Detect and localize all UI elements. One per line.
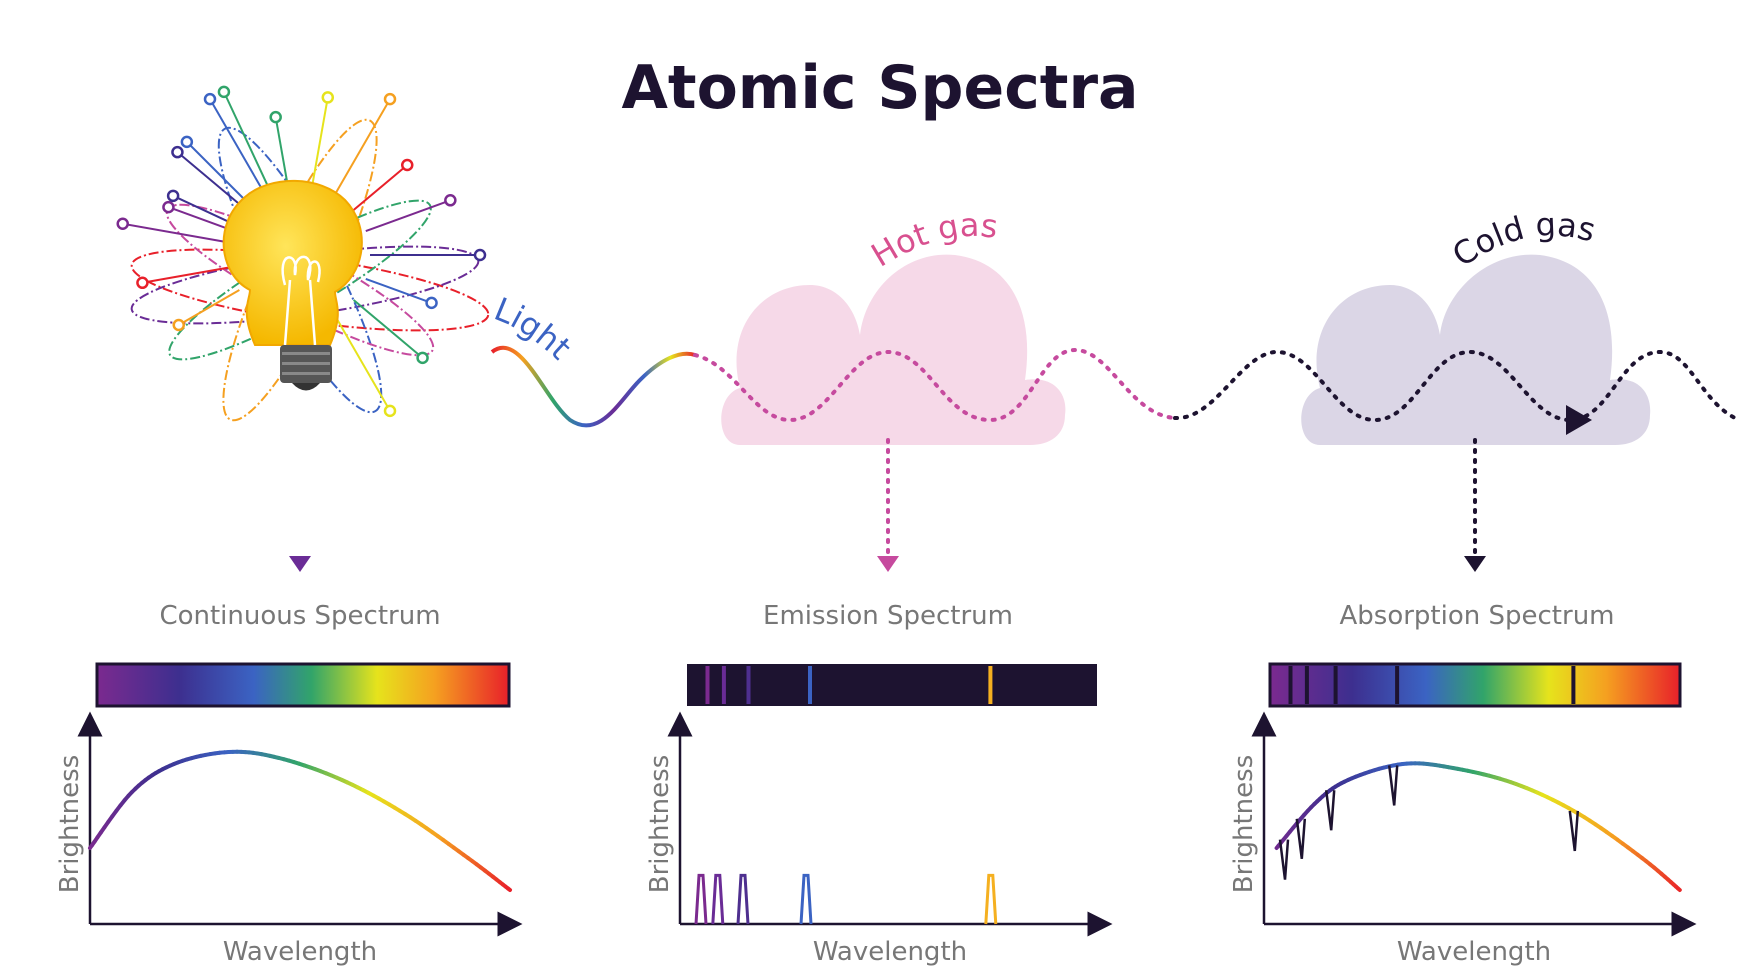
curve-segment bbox=[1676, 886, 1682, 892]
ray-particle bbox=[383, 92, 397, 106]
absorption-bar-line bbox=[1288, 666, 1293, 704]
emission-bar-line bbox=[988, 666, 993, 704]
emission-peak bbox=[711, 873, 725, 925]
light-bulb-illustration bbox=[116, 85, 490, 422]
hot-gas-cloud bbox=[721, 254, 1066, 445]
light-ray bbox=[142, 266, 232, 284]
x-axis-label: Wavelength bbox=[813, 937, 967, 967]
light-ray bbox=[172, 194, 237, 227]
page-title: Atomic Spectra bbox=[621, 53, 1138, 123]
y-axis-label: Brightness bbox=[55, 755, 85, 894]
emission-peak bbox=[984, 873, 998, 925]
absorption-dip bbox=[1278, 839, 1290, 880]
light-ray bbox=[122, 222, 232, 244]
absorption-bar-line bbox=[1571, 666, 1576, 704]
emission-bar-line bbox=[746, 666, 751, 704]
ray-particle bbox=[136, 276, 149, 290]
ray-particle bbox=[162, 200, 175, 214]
light-ray bbox=[176, 151, 248, 211]
emission-spectrum-bar bbox=[687, 664, 1097, 706]
ray-particle bbox=[400, 158, 414, 172]
emission-spectrum-label: Emission Spectrum bbox=[763, 601, 1013, 631]
light-ray bbox=[365, 199, 451, 232]
emitted-wave-dotted bbox=[693, 347, 1177, 423]
light-rays bbox=[116, 85, 487, 418]
light-ray bbox=[274, 116, 289, 187]
light-ray bbox=[209, 98, 266, 195]
absorption-spectrum-label: Absorption Spectrum bbox=[1340, 601, 1615, 631]
cold-gas-cloud bbox=[1301, 254, 1651, 445]
ray-particle bbox=[269, 110, 282, 124]
continuous-spectrum-label: Continuous Spectrum bbox=[159, 601, 440, 631]
continuous-chart: Wavelength Brightness bbox=[55, 711, 523, 967]
y-axis-label: Brightness bbox=[1229, 755, 1259, 894]
ray-particle bbox=[171, 145, 184, 159]
ray-particle bbox=[172, 318, 186, 332]
ray-particle bbox=[473, 248, 487, 262]
absorption-dip bbox=[1295, 818, 1307, 859]
bulb-filament bbox=[281, 255, 321, 346]
light-ray bbox=[352, 164, 408, 211]
absorption-dip bbox=[1568, 810, 1580, 852]
absorption-bar-line bbox=[1395, 666, 1400, 704]
emission-chart: Wavelength Brightness bbox=[645, 711, 1113, 967]
absorption-bar-line bbox=[1333, 666, 1338, 704]
transmitted-wave-dotted bbox=[1173, 349, 1737, 423]
absorption-dip bbox=[1387, 765, 1399, 806]
y-axis-label: Brightness bbox=[645, 755, 675, 894]
light-ray bbox=[186, 141, 252, 207]
ray-particle bbox=[203, 92, 217, 106]
absorption-bar-line bbox=[1304, 666, 1309, 704]
ray-particle bbox=[116, 217, 129, 230]
light-ray bbox=[168, 206, 235, 232]
absorption-spectrum-bar bbox=[1268, 662, 1682, 708]
emission-peak bbox=[736, 873, 750, 925]
emission-bar-line bbox=[721, 666, 726, 704]
wave-arrowhead bbox=[1566, 405, 1592, 435]
ray-particle bbox=[383, 404, 397, 418]
light-ray bbox=[223, 91, 272, 192]
emission-bar-line bbox=[705, 666, 710, 704]
light-ray bbox=[334, 315, 391, 412]
absorption-dip bbox=[1324, 790, 1336, 831]
bulb-glass bbox=[222, 179, 363, 346]
ray-particle bbox=[321, 91, 335, 104]
emission-bar-line bbox=[808, 666, 812, 704]
ray-particle bbox=[217, 85, 231, 99]
continuous-spectrum-bar bbox=[95, 662, 511, 708]
light-ray bbox=[178, 289, 240, 326]
light-ray bbox=[352, 299, 424, 359]
ray-particle bbox=[425, 296, 438, 310]
absorption-chart: Wavelength Brightness bbox=[1229, 711, 1697, 967]
light-ray bbox=[311, 97, 329, 187]
emission-peak bbox=[694, 873, 708, 925]
light-ray bbox=[365, 278, 432, 304]
light-ray bbox=[334, 98, 391, 195]
light-label: Light bbox=[489, 290, 578, 367]
emission-peak bbox=[799, 873, 813, 925]
x-axis-label: Wavelength bbox=[1397, 937, 1551, 967]
light-wave bbox=[490, 346, 696, 428]
ray-particle bbox=[180, 135, 194, 149]
x-axis-label: Wavelength bbox=[223, 937, 377, 967]
ray-particle bbox=[166, 189, 180, 203]
curve-segment bbox=[506, 886, 512, 892]
ray-particle bbox=[444, 194, 457, 207]
ray-particle bbox=[416, 351, 429, 365]
